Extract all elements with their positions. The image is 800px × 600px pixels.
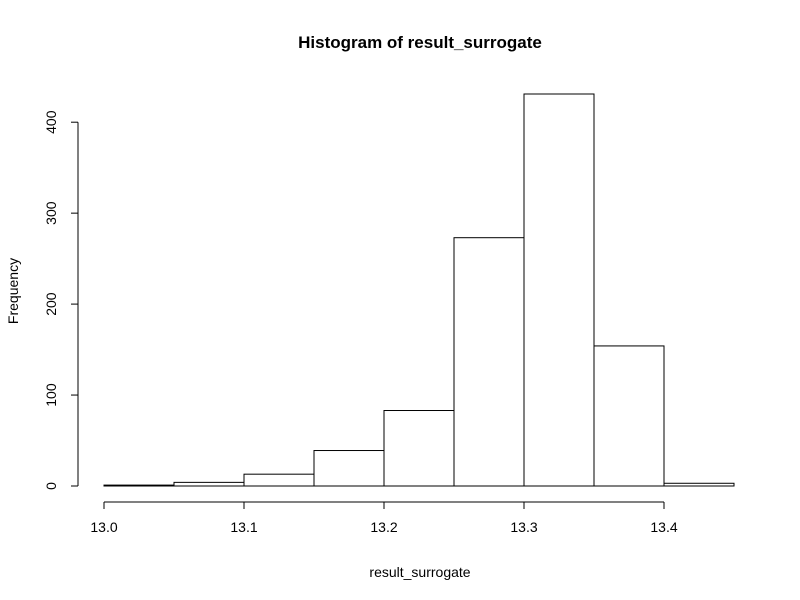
y-axis: 0 100 200 300 400 xyxy=(43,110,79,490)
x-tick-label: 13.2 xyxy=(370,519,397,535)
bars-group xyxy=(103,93,735,487)
histogram-bar xyxy=(243,473,315,487)
x-axis: 13.0 13.1 13.2 13.3 13.4 xyxy=(90,501,678,535)
histogram-bar xyxy=(313,450,385,487)
x-tick-label: 13.4 xyxy=(650,519,677,535)
histogram-bar xyxy=(663,482,735,487)
histogram-bar xyxy=(173,481,245,487)
y-axis-label: Frequency xyxy=(5,258,21,324)
x-tick-label: 13.0 xyxy=(90,519,117,535)
histogram-bar xyxy=(523,93,595,487)
x-tick-label: 13.1 xyxy=(230,519,257,535)
y-tick-label: 400 xyxy=(43,110,59,134)
y-tick-label: 300 xyxy=(43,201,59,225)
histogram-bar xyxy=(383,410,455,487)
histogram-bar xyxy=(453,237,525,487)
y-tick-label: 200 xyxy=(43,292,59,316)
histogram-bar xyxy=(103,484,175,487)
y-tick-label: 100 xyxy=(43,383,59,407)
histogram-bar xyxy=(593,345,665,487)
y-tick-label: 0 xyxy=(43,482,59,490)
x-tick-label: 13.3 xyxy=(510,519,537,535)
chart-title: Histogram of result_surrogate xyxy=(298,33,542,52)
x-axis-label: result_surrogate xyxy=(369,564,470,580)
